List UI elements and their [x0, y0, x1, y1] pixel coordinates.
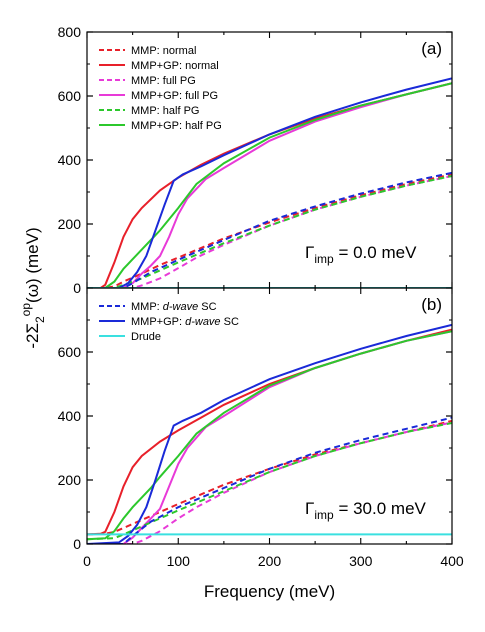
gamma-annotation: Γimp = 0.0 meV: [305, 243, 417, 266]
panel-label: (b): [421, 295, 442, 314]
y-tick-label: 0: [73, 536, 81, 552]
y-tick-label: 200: [58, 472, 82, 488]
shared-axes: 0 100 200 300 400 Frequency (meV) -2Σ2op(ω) (m…: [19, 227, 464, 601]
x-tick-label: 200: [258, 553, 282, 569]
legend-label: MMP: full PG: [131, 75, 196, 87]
series-group: [87, 323, 452, 544]
series-line-mmp-gp-d-wave-sc: [87, 323, 452, 544]
series-group: [87, 77, 452, 288]
legend-label: MMP: half PG: [131, 105, 199, 117]
x-tick-label: 400: [440, 553, 464, 569]
y-tick-label: 400: [58, 152, 82, 168]
panel-a: 0 200 400 600 800 (a) MMP: normal MMP+GP: norma…: [58, 24, 453, 296]
x-tick-label: 0: [83, 553, 91, 569]
series-line-mmp-gp-half-pg: [87, 82, 452, 288]
y-tick-label: 0: [73, 280, 81, 296]
series-line-mmp-d-wave-sc: [87, 416, 452, 544]
legend-label: Drude: [131, 331, 161, 343]
panel-b: 0 200 400 600 (b) MMP: d-wave SC MMP+GP: d-wav…: [58, 287, 453, 552]
series-line-mmp-half-pg: [87, 422, 452, 541]
y-tick-label: 800: [58, 24, 82, 40]
series-line-mmp-gp-full-pg: [87, 82, 452, 288]
legend-label: MMP+GP: normal: [131, 60, 219, 72]
legend-label: MMP: normal: [131, 45, 196, 57]
series-line-mmp-d-wave-sc: [87, 171, 452, 288]
legend-label: MMP: d-wave SC: [131, 301, 217, 313]
series-line-mmp-normal: [87, 173, 452, 288]
x-tick-label: 100: [167, 553, 191, 569]
y-tick-label: 400: [58, 408, 82, 424]
legend-label: MMP+GP: half PG: [131, 120, 222, 132]
y-axis-title: -2Σ2op(ω) (meV): [19, 227, 47, 348]
y-tick-label: 600: [58, 344, 82, 360]
gamma-annotation: Γimp = 30.0 meV: [305, 499, 427, 522]
legend-label: MMP+GP: d-wave SC: [131, 316, 239, 328]
series-line-mmp-gp-half-pg: [87, 330, 452, 541]
x-tick-label: 300: [349, 553, 373, 569]
series-line-mmp-gp-d-wave-sc: [87, 77, 452, 288]
y-tick-label: 200: [58, 216, 82, 232]
x-axis-title: Frequency (meV): [204, 582, 335, 601]
y-tick-label: 600: [58, 88, 82, 104]
series-line-mmp-full-pg: [87, 421, 452, 544]
legend-label: MMP+GP: full PG: [131, 90, 218, 102]
series-line-mmp-half-pg: [87, 175, 452, 288]
panel-label: (a): [421, 39, 442, 58]
series-line-mmp-full-pg: [87, 175, 452, 288]
